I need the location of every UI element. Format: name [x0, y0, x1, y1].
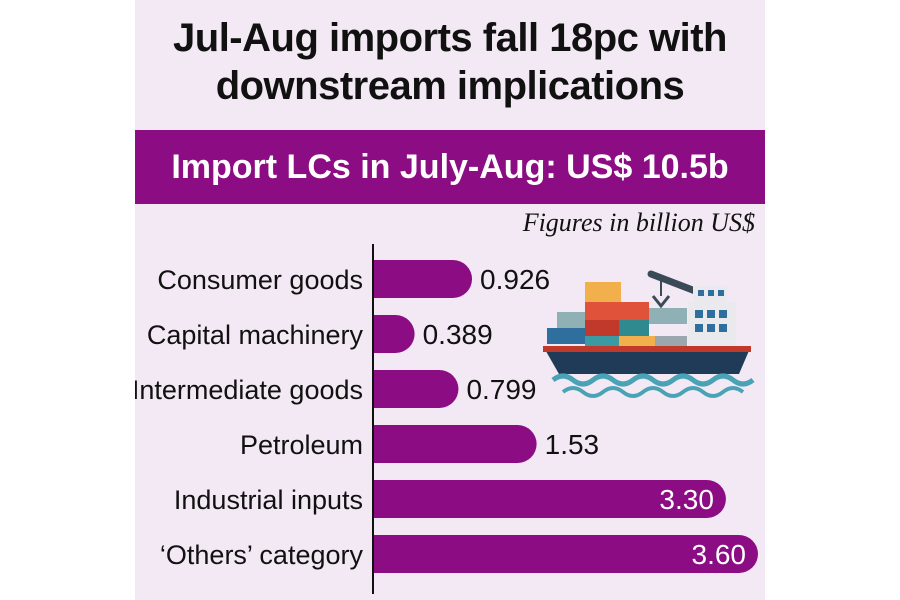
infographic-card: Jul-Aug imports fall 18pc with downstrea…: [135, 0, 765, 600]
category-label: ‘Others’ category: [160, 540, 364, 570]
value-label: 1.53: [545, 429, 600, 460]
value-label: 0.799: [466, 374, 536, 405]
page-title: Jul-Aug imports fall 18pc with downstrea…: [135, 14, 765, 110]
bar: [373, 425, 537, 463]
value-label: 3.60: [692, 539, 747, 570]
bar-chart: Consumer goods 0.926 Capital machinery 0.38…: [135, 244, 758, 594]
bar: [373, 370, 459, 408]
title-line-2: downstream implications: [215, 64, 685, 108]
category-label: Industrial inputs: [174, 485, 363, 515]
value-label: 0.926: [480, 264, 550, 295]
summary-banner: Import LCs in July-Aug: US$ 10.5b: [135, 130, 765, 204]
category-label: Capital machinery: [147, 320, 364, 350]
value-label: 0.389: [423, 319, 493, 350]
cargo-ship-icon: [543, 270, 755, 398]
unit-note: Figures in billion US$: [522, 208, 755, 237]
category-label: Intermediate goods: [135, 375, 363, 405]
bar: [373, 535, 758, 573]
value-label: 3.30: [659, 484, 714, 515]
title-line-1: Jul-Aug imports fall 18pc with: [173, 16, 727, 60]
bar: [373, 315, 415, 353]
category-label: Petroleum: [240, 430, 363, 460]
category-label: Consumer goods: [157, 265, 363, 295]
bar: [373, 480, 726, 518]
bar: [373, 260, 473, 298]
